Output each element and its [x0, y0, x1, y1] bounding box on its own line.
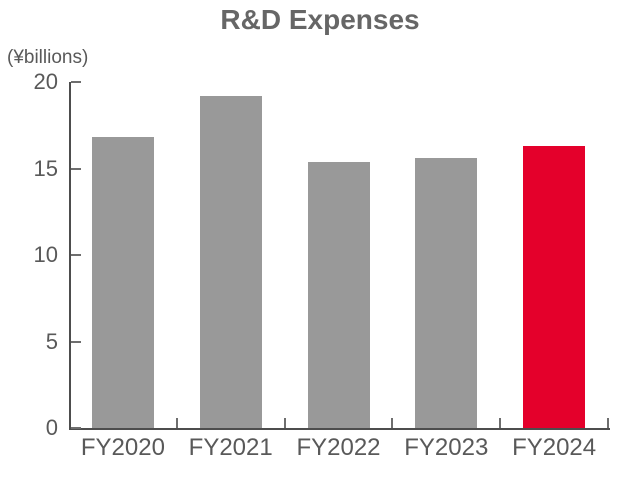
- y-tick-10: [71, 254, 81, 256]
- x-axis-line: [69, 428, 610, 430]
- y-tick-20: [71, 81, 81, 83]
- bar-fy2021: [199, 95, 262, 428]
- x-axis-label-fy2022: FY2022: [296, 434, 381, 461]
- y-tick-0: [71, 427, 81, 429]
- bar-fy2022: [307, 161, 370, 428]
- x-axis-label-fy2021: FY2021: [188, 434, 273, 461]
- x-tick-2: [283, 418, 286, 428]
- y-axis-line: [69, 82, 71, 430]
- x-axis-label-fy2023: FY2023: [404, 434, 489, 461]
- plot-area: 0 5 10 15 20 FY2020 FY2021 FY2022 FY2023 FY2024: [34, 71, 610, 460]
- bar-fy2020: [91, 137, 154, 428]
- y-tick-label-5: 5: [45, 328, 58, 354]
- bar-fy2024: [523, 146, 586, 428]
- y-tick-label-0: 0: [45, 415, 58, 440]
- x-tick-5: [607, 418, 609, 428]
- y-tick-label-15: 15: [33, 155, 58, 181]
- y-tick-15: [71, 167, 81, 170]
- x-tick-3: [391, 418, 394, 428]
- chart-title: R&D Expenses: [220, 4, 420, 35]
- x-tick-1: [175, 418, 178, 428]
- bar-fy2023: [415, 158, 478, 428]
- y-tick-5: [71, 340, 81, 343]
- y-tick-label-20: 20: [33, 69, 58, 94]
- x-axis-label-fy2024: FY2024: [512, 434, 597, 461]
- x-tick-4: [499, 418, 502, 428]
- y-tick-label-10: 10: [33, 242, 58, 267]
- x-axis-label-fy2020: FY2020: [80, 434, 165, 461]
- y-axis-unit-label: (¥billions): [7, 47, 89, 68]
